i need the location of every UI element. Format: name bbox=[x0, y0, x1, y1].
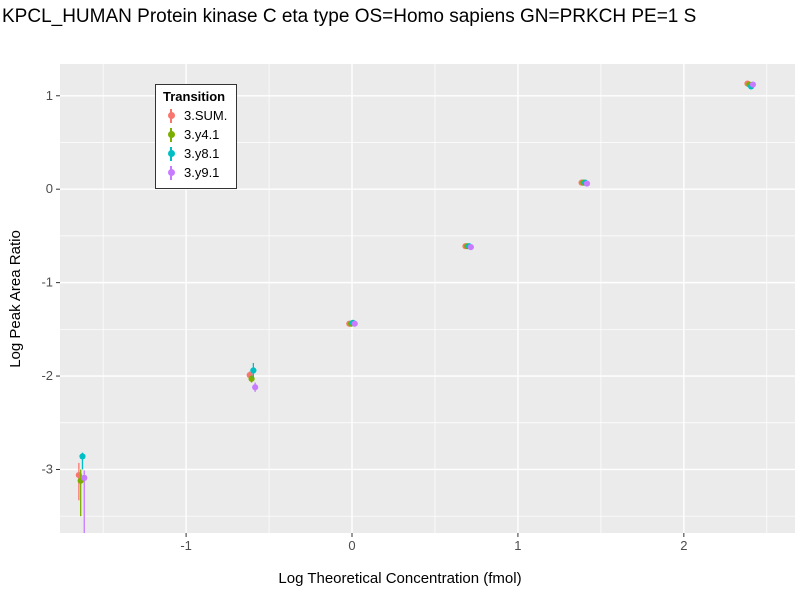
legend-title: Transition bbox=[163, 89, 226, 104]
legend-item-label: 3.y8.1 bbox=[184, 146, 220, 161]
y-tick-label: -3 bbox=[41, 461, 53, 476]
legend-item: 3.y8.1 bbox=[163, 144, 227, 163]
legend-item: 3.SUM. bbox=[163, 106, 227, 125]
data-point bbox=[583, 180, 591, 187]
data-point bbox=[351, 320, 358, 327]
legend-item: 3.y4.1 bbox=[163, 125, 227, 144]
legend: Transition 3.SUM. 3.y4.1 3.y8.1 3.y9.1 bbox=[155, 84, 238, 189]
x-axis-label: Log Theoretical Concentration (fmol) bbox=[278, 570, 522, 587]
x-tick-label: -1 bbox=[180, 538, 192, 553]
legend-key-dot bbox=[167, 131, 175, 138]
x-tick-label: 2 bbox=[680, 538, 687, 553]
data-point bbox=[467, 244, 474, 251]
data-point bbox=[81, 474, 88, 481]
legend-item-label: 3.y4.1 bbox=[184, 127, 220, 142]
legend-key-icon bbox=[163, 127, 179, 143]
legend-item-label: 3.y9.1 bbox=[184, 165, 220, 180]
y-tick-label: 1 bbox=[46, 88, 53, 103]
y-tick-label: -1 bbox=[41, 275, 53, 290]
legend-key-icon bbox=[163, 165, 179, 181]
legend-key-icon bbox=[163, 108, 179, 124]
legend-key-dot bbox=[167, 169, 175, 176]
legend-item-label: 3.SUM. bbox=[184, 108, 228, 123]
x-tick-label: 1 bbox=[514, 538, 521, 553]
x-tick-label: 0 bbox=[348, 538, 355, 553]
data-point bbox=[252, 384, 259, 391]
legend-item: 3.y9.1 bbox=[163, 163, 227, 182]
data-point bbox=[79, 453, 86, 460]
legend-key-dot bbox=[167, 112, 175, 119]
data-point bbox=[250, 367, 257, 374]
y-axis-label: Log Peak Area Ratio bbox=[7, 230, 24, 368]
legend-key-icon bbox=[163, 146, 179, 162]
legend-key-dot bbox=[167, 150, 175, 157]
y-tick-label: 0 bbox=[46, 181, 53, 196]
plot-title: KPCL_HUMAN Protein kinase C eta type OS=… bbox=[2, 6, 697, 27]
data-point bbox=[749, 81, 757, 88]
y-tick-label: -2 bbox=[41, 368, 53, 383]
legend-items: 3.SUM. 3.y4.1 3.y8.1 3.y9.1 bbox=[163, 106, 227, 182]
